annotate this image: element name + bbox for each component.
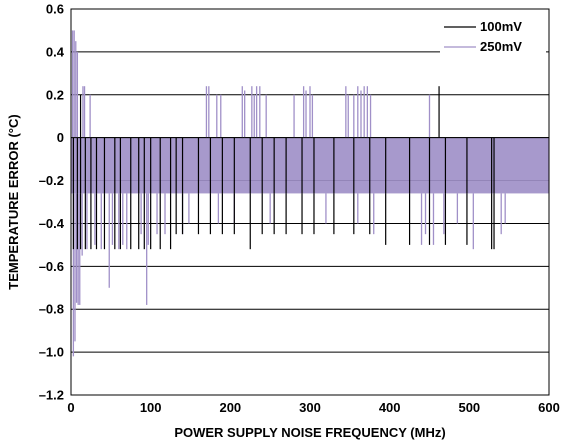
- y-tick-label: 0.6: [46, 2, 64, 17]
- x-tick-label: 100: [140, 400, 162, 415]
- y-tick-label: 0.2: [46, 87, 64, 102]
- y-tick-label: –0.8: [39, 302, 64, 317]
- y-tick-label: –0.2: [39, 173, 64, 188]
- legend-background: [440, 17, 546, 63]
- y-tick-label: 0: [57, 130, 64, 145]
- x-tick-label: 0: [67, 400, 74, 415]
- y-tick-label: –1.0: [39, 345, 64, 360]
- x-tick-label: 500: [458, 400, 480, 415]
- x-tick-label: 600: [538, 400, 560, 415]
- series-100mv: [71, 86, 549, 250]
- y-tick-label: –1.2: [39, 388, 64, 403]
- y-tick-label: –0.6: [39, 259, 64, 274]
- x-tick-label: 300: [299, 400, 321, 415]
- legend-label-250mv: 250mV: [480, 39, 522, 54]
- axis-ticks: 0.60.40.20–0.2–0.4–0.6–0.8–1.0–1.20 100 20…: [39, 2, 560, 416]
- legend-label-100mv: 100mV: [480, 19, 522, 34]
- y-tick-label: 0.4: [46, 44, 65, 59]
- x-axis-label: POWER SUPPLY NOISE FREQUENCY (MHz): [174, 425, 445, 440]
- x-tick-label: 200: [219, 400, 241, 415]
- x-tick-label: 400: [379, 400, 401, 415]
- legend: 100mV 250mV: [440, 17, 546, 63]
- y-tick-label: –0.4: [39, 216, 65, 231]
- y-axis-label: TEMPERATURE ERROR (°C): [6, 114, 21, 289]
- plot-frame: [70, 8, 550, 396]
